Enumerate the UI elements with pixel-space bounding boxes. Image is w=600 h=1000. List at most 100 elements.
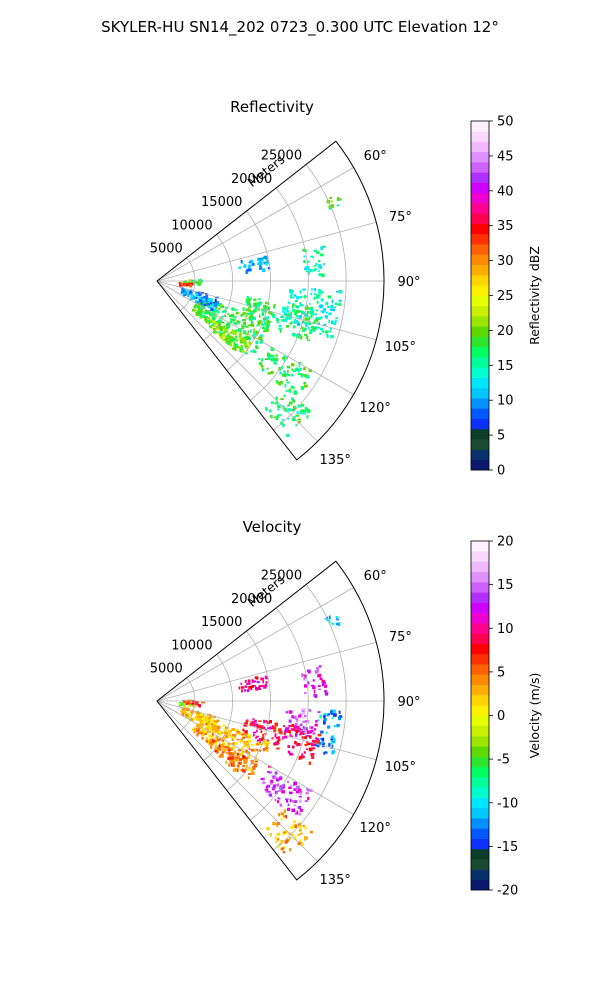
echo-gate [336, 622, 340, 626]
echo-gate [289, 752, 293, 756]
echo-gate [310, 255, 313, 258]
echo-gate [268, 322, 270, 326]
echo-gate [286, 729, 290, 733]
echo-gate [234, 339, 239, 342]
echo-gate [220, 315, 224, 318]
range-ring [249, 187, 309, 401]
echo-gate [282, 736, 284, 740]
echo-gate [298, 795, 302, 798]
echo-gate [214, 744, 217, 748]
echo-gate [281, 315, 284, 319]
echo-gate [318, 665, 322, 668]
colorbar-swatch [471, 162, 489, 173]
echo-gate [266, 784, 271, 788]
echo-gate [223, 731, 227, 735]
echo-gate [216, 751, 219, 754]
echo-gate [263, 719, 265, 724]
colorbar-swatch [471, 643, 489, 655]
azimuth-tick-label: 75° [389, 630, 412, 645]
colorbar-swatch [471, 418, 489, 430]
echo-gate [330, 740, 333, 745]
echo-gate [294, 728, 298, 730]
echo-gate [304, 736, 307, 740]
echo-gate [208, 741, 211, 745]
echo-gate [315, 719, 318, 723]
echo-gate [248, 685, 252, 689]
echo-gate [214, 298, 217, 303]
echo-gate [203, 720, 206, 724]
echo-gate [231, 737, 234, 741]
echo-gate [246, 303, 250, 307]
echo-gate [237, 749, 241, 752]
echo-gate [293, 391, 298, 395]
echo-gate [305, 748, 308, 750]
echo-gate [295, 729, 299, 734]
echo-gate [229, 340, 233, 343]
echo-gate [260, 258, 264, 262]
echo-gate [325, 311, 328, 314]
echo-gate [243, 743, 247, 748]
echo-gate [306, 800, 309, 802]
echo-gate [272, 822, 276, 826]
echo-gate [265, 786, 269, 789]
echo-gate [304, 692, 307, 694]
colorbar-swatch [471, 223, 489, 235]
echo-gate [304, 714, 307, 717]
echo-gate [299, 334, 302, 337]
echo-gate [259, 738, 261, 741]
echo-gate [196, 728, 200, 733]
echo-gate [184, 702, 189, 705]
colorbar-swatch [471, 736, 489, 747]
echo-gate [217, 738, 221, 741]
echo-gate [211, 725, 215, 729]
echo-gate [198, 704, 201, 708]
echo-gate [238, 266, 242, 269]
echo-gate [302, 730, 306, 733]
echo-gate [295, 718, 299, 721]
colorbar-tick-label: -15 [497, 840, 518, 855]
echo-gate [292, 399, 295, 403]
colorbar-tick-label: 20 [497, 535, 514, 550]
echo-gate [226, 324, 231, 329]
echo-gate [257, 262, 261, 265]
echo-gate [276, 800, 280, 804]
echo-gate [208, 734, 212, 738]
echo-gate [278, 777, 282, 780]
echo-gate [268, 353, 271, 357]
echo-region-southwest-spur [180, 707, 220, 734]
echo-gate [207, 319, 210, 322]
echo-gate [244, 730, 248, 734]
echo-gate [334, 302, 338, 305]
echo-gate [252, 334, 255, 337]
echo-gate [283, 307, 286, 309]
colorbar-swatch [471, 367, 489, 378]
echo-gate [277, 797, 281, 800]
echo-gate [238, 686, 241, 690]
echo-gate [184, 292, 187, 296]
echo-gate [178, 702, 181, 705]
echo-gate [327, 713, 331, 716]
echo-gate [235, 729, 239, 733]
colorbar-swatch [471, 859, 489, 870]
range-ring [226, 210, 271, 371]
range-ring [203, 234, 234, 341]
echo-gate [298, 788, 302, 792]
echo-gate [248, 342, 252, 345]
echo-gate [331, 622, 335, 625]
echo-gate [195, 293, 199, 296]
echo-gate [219, 334, 223, 336]
echo-gate [182, 283, 185, 286]
echo-gate [299, 404, 303, 407]
echo-gate [273, 729, 277, 732]
echo-gate [294, 319, 296, 323]
echo-gate [222, 748, 227, 753]
echo-gate [240, 761, 242, 765]
echo-gate [306, 415, 309, 419]
echo-gate [291, 332, 296, 336]
echo-gate [230, 756, 235, 760]
echo-gate [285, 379, 288, 381]
echo-gate [320, 737, 323, 740]
echo-gate [198, 731, 201, 734]
echo-gate [256, 330, 260, 334]
echo-gate [287, 745, 290, 748]
